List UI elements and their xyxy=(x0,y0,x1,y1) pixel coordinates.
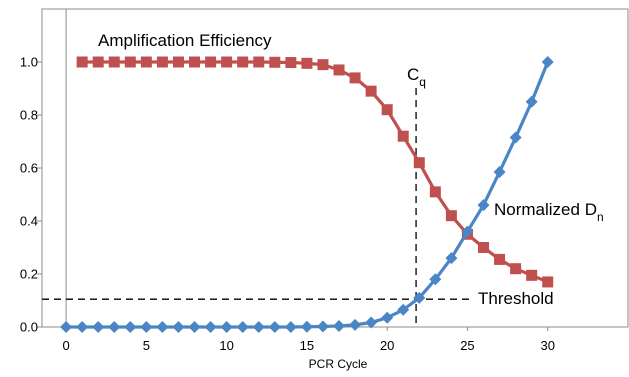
data-point-diamond xyxy=(108,321,121,333)
data-point-square xyxy=(172,56,184,68)
cq-label-main: C xyxy=(407,65,419,84)
data-point-diamond xyxy=(140,321,153,333)
data-point-diamond xyxy=(220,321,233,333)
chart-series xyxy=(60,56,554,333)
x-tick-label: 0 xyxy=(62,338,69,353)
threshold-label: Threshold xyxy=(478,289,554,308)
x-tick-label: 10 xyxy=(219,338,233,353)
data-point-square xyxy=(413,157,425,169)
series-line-0 xyxy=(82,60,549,284)
data-point-square xyxy=(253,56,265,68)
data-point-square xyxy=(333,64,345,76)
data-point-square xyxy=(285,57,297,69)
x-tick-label: 30 xyxy=(540,338,554,353)
data-point-square xyxy=(189,56,201,68)
data-point-diamond xyxy=(156,321,169,333)
data-point-diamond xyxy=(477,199,490,212)
x-tick-label: 20 xyxy=(380,338,394,353)
data-point-diamond xyxy=(413,291,426,304)
data-point-diamond xyxy=(300,320,313,333)
data-point-diamond xyxy=(124,321,137,333)
data-point-square xyxy=(526,269,538,281)
data-point-diamond xyxy=(268,321,281,333)
data-point-square xyxy=(156,56,168,68)
x-tick-label: 5 xyxy=(143,338,150,353)
data-point-square xyxy=(140,56,152,68)
data-point-square xyxy=(397,130,409,142)
data-point-square xyxy=(510,263,522,275)
data-point-square xyxy=(76,56,88,68)
data-point-diamond xyxy=(541,56,554,68)
data-point-square xyxy=(349,72,361,84)
y-axis-ticks: 0.0 0.2 0.4 0.6 0.8 1.0 xyxy=(20,55,42,335)
data-point-square xyxy=(237,56,249,68)
y-tick-label: 0.2 xyxy=(20,267,38,282)
x-axis-label: PCR Cycle xyxy=(309,357,368,371)
series-line-1 xyxy=(66,61,550,329)
data-point-diamond xyxy=(333,319,346,332)
data-point-diamond xyxy=(92,321,105,333)
data-point-diamond xyxy=(397,303,410,316)
y-tick-label: 0.0 xyxy=(20,320,38,335)
data-point-diamond xyxy=(188,321,201,333)
data-point-square xyxy=(542,276,554,288)
data-point-square xyxy=(301,57,313,69)
data-point-diamond xyxy=(236,321,249,333)
data-point-diamond xyxy=(316,320,329,333)
cq-label: Cq xyxy=(407,65,426,89)
y-tick-label: 0.4 xyxy=(20,214,38,229)
data-point-diamond xyxy=(172,321,185,333)
data-point-square xyxy=(269,56,281,68)
data-point-diamond xyxy=(525,95,538,108)
cq-label-sub: q xyxy=(419,75,426,89)
data-point-diamond xyxy=(509,131,522,144)
data-point-square xyxy=(108,56,120,68)
y-tick-label: 1.0 xyxy=(20,55,38,70)
series-label-normalized-dn-sub: n xyxy=(597,210,604,224)
series-label-normalized-dn: Normalized Dn xyxy=(494,200,604,224)
data-point-square xyxy=(429,186,441,198)
data-point-diamond xyxy=(60,321,73,333)
data-point-diamond xyxy=(284,321,297,333)
data-point-diamond xyxy=(493,165,506,178)
data-point-diamond xyxy=(429,273,442,286)
data-point-diamond xyxy=(461,225,474,238)
y-tick-label: 0.6 xyxy=(20,161,38,176)
data-point-diamond xyxy=(349,318,362,331)
y-tick-label: 0.8 xyxy=(20,108,38,123)
data-point-square xyxy=(478,242,490,253)
data-point-diamond xyxy=(76,321,89,333)
data-point-square xyxy=(365,85,377,97)
data-point-diamond xyxy=(381,311,394,324)
data-point-square xyxy=(221,56,233,68)
data-point-square xyxy=(494,253,506,265)
data-point-diamond xyxy=(445,252,458,265)
x-axis-ticks: 0 5 10 15 20 25 30 xyxy=(62,327,555,353)
data-point-diamond xyxy=(204,321,217,333)
data-point-diamond xyxy=(365,316,378,329)
data-point-square xyxy=(205,56,217,68)
data-point-square xyxy=(92,56,104,68)
x-tick-label: 25 xyxy=(460,338,474,353)
data-point-square xyxy=(317,59,329,71)
data-point-square xyxy=(124,56,136,68)
data-point-diamond xyxy=(252,321,265,333)
data-point-square xyxy=(445,210,457,222)
data-point-square xyxy=(381,104,393,116)
reference-lines xyxy=(42,88,470,327)
series-label-normalized-dn-main: Normalized D xyxy=(494,200,597,219)
series-label-amplification-efficiency: Amplification Efficiency xyxy=(98,31,272,50)
x-tick-label: 15 xyxy=(300,338,314,353)
